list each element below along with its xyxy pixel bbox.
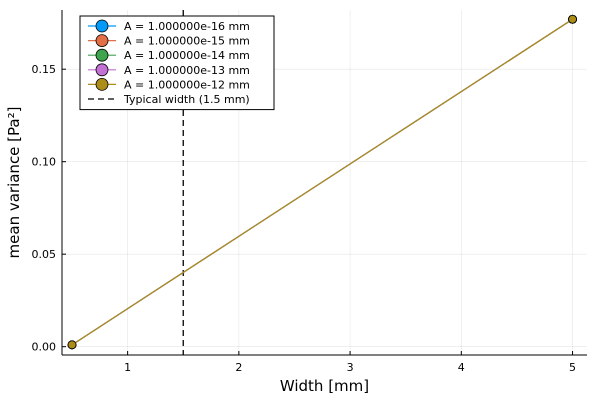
legend-marker-0 (95, 19, 109, 33)
x-tick-label-2: 3 (347, 361, 354, 374)
legend-label-reference: Typical width (1.5 mm) (123, 93, 250, 106)
legend: A = 1.000000e-16 mmA = 1.000000e-15 mmA … (79, 15, 275, 111)
legend-label-4: A = 1.000000e-12 mm (124, 78, 250, 91)
legend-marker-4 (95, 78, 109, 91)
legend-marker-3 (95, 63, 109, 77)
legend-label-2: A = 1.000000e-14 mm (124, 49, 250, 62)
legend-label-0: A = 1.000000e-16 mm (124, 20, 250, 33)
legend-marker-2 (95, 48, 109, 62)
legend-box (79, 15, 275, 111)
x-axis-label: Width [mm] (280, 377, 369, 395)
series-line-4 (71, 18, 573, 346)
y-tick-label-3: 0.15 (32, 63, 57, 76)
x-tick-label-0: 1 (124, 361, 131, 374)
legend-label-3: A = 1.000000e-13 mm (124, 64, 250, 77)
x-tick-label-4: 5 (569, 361, 576, 374)
series-point-4-1 (568, 14, 577, 24)
x-tick-label-1: 2 (235, 361, 242, 374)
y-tick-label-1: 0.05 (32, 248, 57, 261)
y-tick-label-2: 0.10 (32, 156, 57, 169)
y-tick-label-0: 0.00 (32, 341, 57, 354)
x-tick-label-3: 4 (458, 361, 465, 374)
ticks: 1 2 3 4 5 0.00 0.05 0.10 0.15 (32, 63, 577, 374)
series-point-4-0 (67, 340, 77, 350)
series-layer (67, 14, 577, 350)
legend-marker-1 (95, 34, 109, 47)
y-axis-label: mean variance [Pa²] (5, 107, 23, 259)
legend-label-1: A = 1.000000e-15 mm (124, 35, 250, 48)
